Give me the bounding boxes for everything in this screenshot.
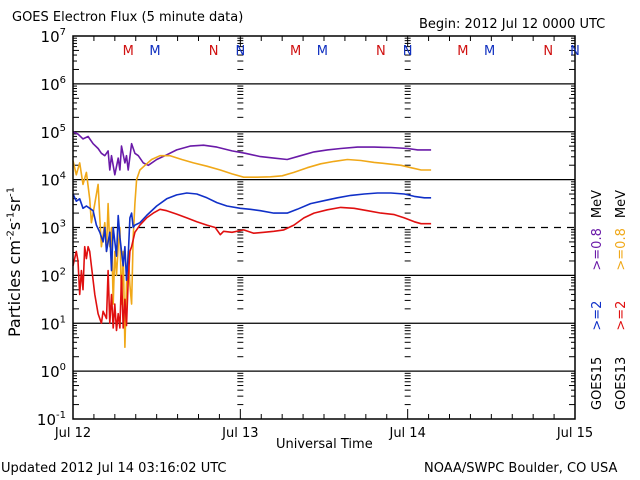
y-axis-label-base: Particles cm [5, 240, 24, 337]
y-axis-label: Particles cm-2s-1sr-1 [5, 187, 24, 337]
satellite-marker: N [376, 44, 386, 59]
satellite-marker: M [123, 44, 134, 59]
y-tick-label: 10-1 [37, 410, 66, 429]
y-axis-label-exp3: -1 [5, 186, 17, 197]
y-tick-exponent: -1 [56, 410, 66, 421]
satellite-marker: N [403, 44, 413, 59]
y-tick-label: 106 [41, 75, 66, 94]
plot-frame [72, 35, 576, 420]
y-tick-base: 10 [41, 28, 60, 46]
y-axis-label-sr: sr [5, 196, 24, 212]
y-tick-exponent: 1 [60, 314, 66, 325]
legend-goes13-08mev: >=0.8 [614, 228, 629, 271]
satellite-marker: N [543, 44, 553, 59]
y-tick-exponent: 5 [60, 123, 66, 134]
y-tick-exponent: 7 [60, 27, 66, 38]
x-tick-labels: Jul 12 Jul 13 Jul 14 Jul 15 [54, 426, 593, 441]
legend-goes15-sat: GOES15 [590, 356, 605, 410]
y-axis-label-exp2: -1 [5, 211, 17, 222]
y-tick-base: 10 [41, 267, 60, 285]
y-axis-label-exp1: -2 [5, 230, 17, 241]
y-tick-label: 102 [41, 266, 66, 285]
legend-goes13-2mev: >=2 [614, 300, 629, 331]
begin-time-label: Begin: 2012 Jul 12 0000 UTC [419, 17, 606, 32]
y-tick-exponent: 2 [60, 266, 66, 277]
x-axis-label: Universal Time [276, 437, 373, 452]
legend-goes13-unit: MeV [614, 190, 629, 219]
y-tick-base: 10 [37, 411, 56, 429]
y-tick-base: 10 [41, 76, 60, 94]
updated-timestamp: Updated 2012 Jul 14 03:16:02 UTC [1, 461, 227, 476]
y-tick-base: 10 [41, 172, 60, 190]
x-tick-label: Jul 13 [221, 426, 258, 441]
y-tick-exponent: 4 [60, 171, 66, 182]
y-tick-exponent: 0 [60, 362, 66, 373]
satellite-marker: N [235, 44, 245, 59]
satellite-marker: M [317, 44, 328, 59]
legend-goes15-2mev: >=2 [590, 300, 605, 331]
legend-goes13: GOES13 >=2 >=0.8 MeV [614, 190, 629, 410]
y-tick-label: 105 [41, 123, 66, 142]
y-tick-label: 107 [41, 27, 66, 46]
y-tick-label: 101 [41, 314, 66, 333]
satellite-marker: M [457, 44, 468, 59]
y-tick-base: 10 [41, 363, 60, 381]
decade-gridlines [73, 83, 575, 372]
axis-ticks [72, 36, 576, 419]
x-tick-label: Jul 12 [54, 426, 91, 441]
y-axis-label-s: s [5, 221, 24, 231]
y-tick-label: 100 [41, 362, 66, 381]
x-tick-label: Jul 14 [388, 426, 425, 441]
series-line [72, 192, 432, 282]
satellite-marker: M [149, 44, 160, 59]
chart-title: GOES Electron Flux (5 minute data) [12, 10, 244, 25]
series-line [72, 131, 432, 176]
legend-goes15-08mev: >=0.8 [590, 228, 605, 271]
credit-label: NOAA/SWPC Boulder, CO USA [424, 461, 618, 476]
y-tick-base: 10 [41, 220, 60, 238]
legend-goes15-unit: MeV [590, 190, 605, 219]
y-tick-label: 103 [41, 219, 66, 238]
legend-goes15: GOES15 >=2 >=0.8 MeV [590, 190, 605, 410]
satellite-marker: N [209, 44, 219, 59]
y-tick-base: 10 [41, 315, 60, 333]
satellite-marker: N [570, 44, 580, 59]
legend-goes13-sat: GOES13 [614, 356, 629, 410]
series-line [72, 206, 432, 332]
satellite-marker: M [484, 44, 495, 59]
y-tick-exponent: 6 [60, 75, 66, 86]
satellite-marker: M [290, 44, 301, 59]
y-tick-exponent: 3 [60, 219, 66, 230]
x-tick-label: Jul 15 [556, 426, 593, 441]
y-tick-base: 10 [41, 124, 60, 142]
y-tick-label: 104 [41, 171, 66, 190]
data-series [72, 131, 432, 349]
